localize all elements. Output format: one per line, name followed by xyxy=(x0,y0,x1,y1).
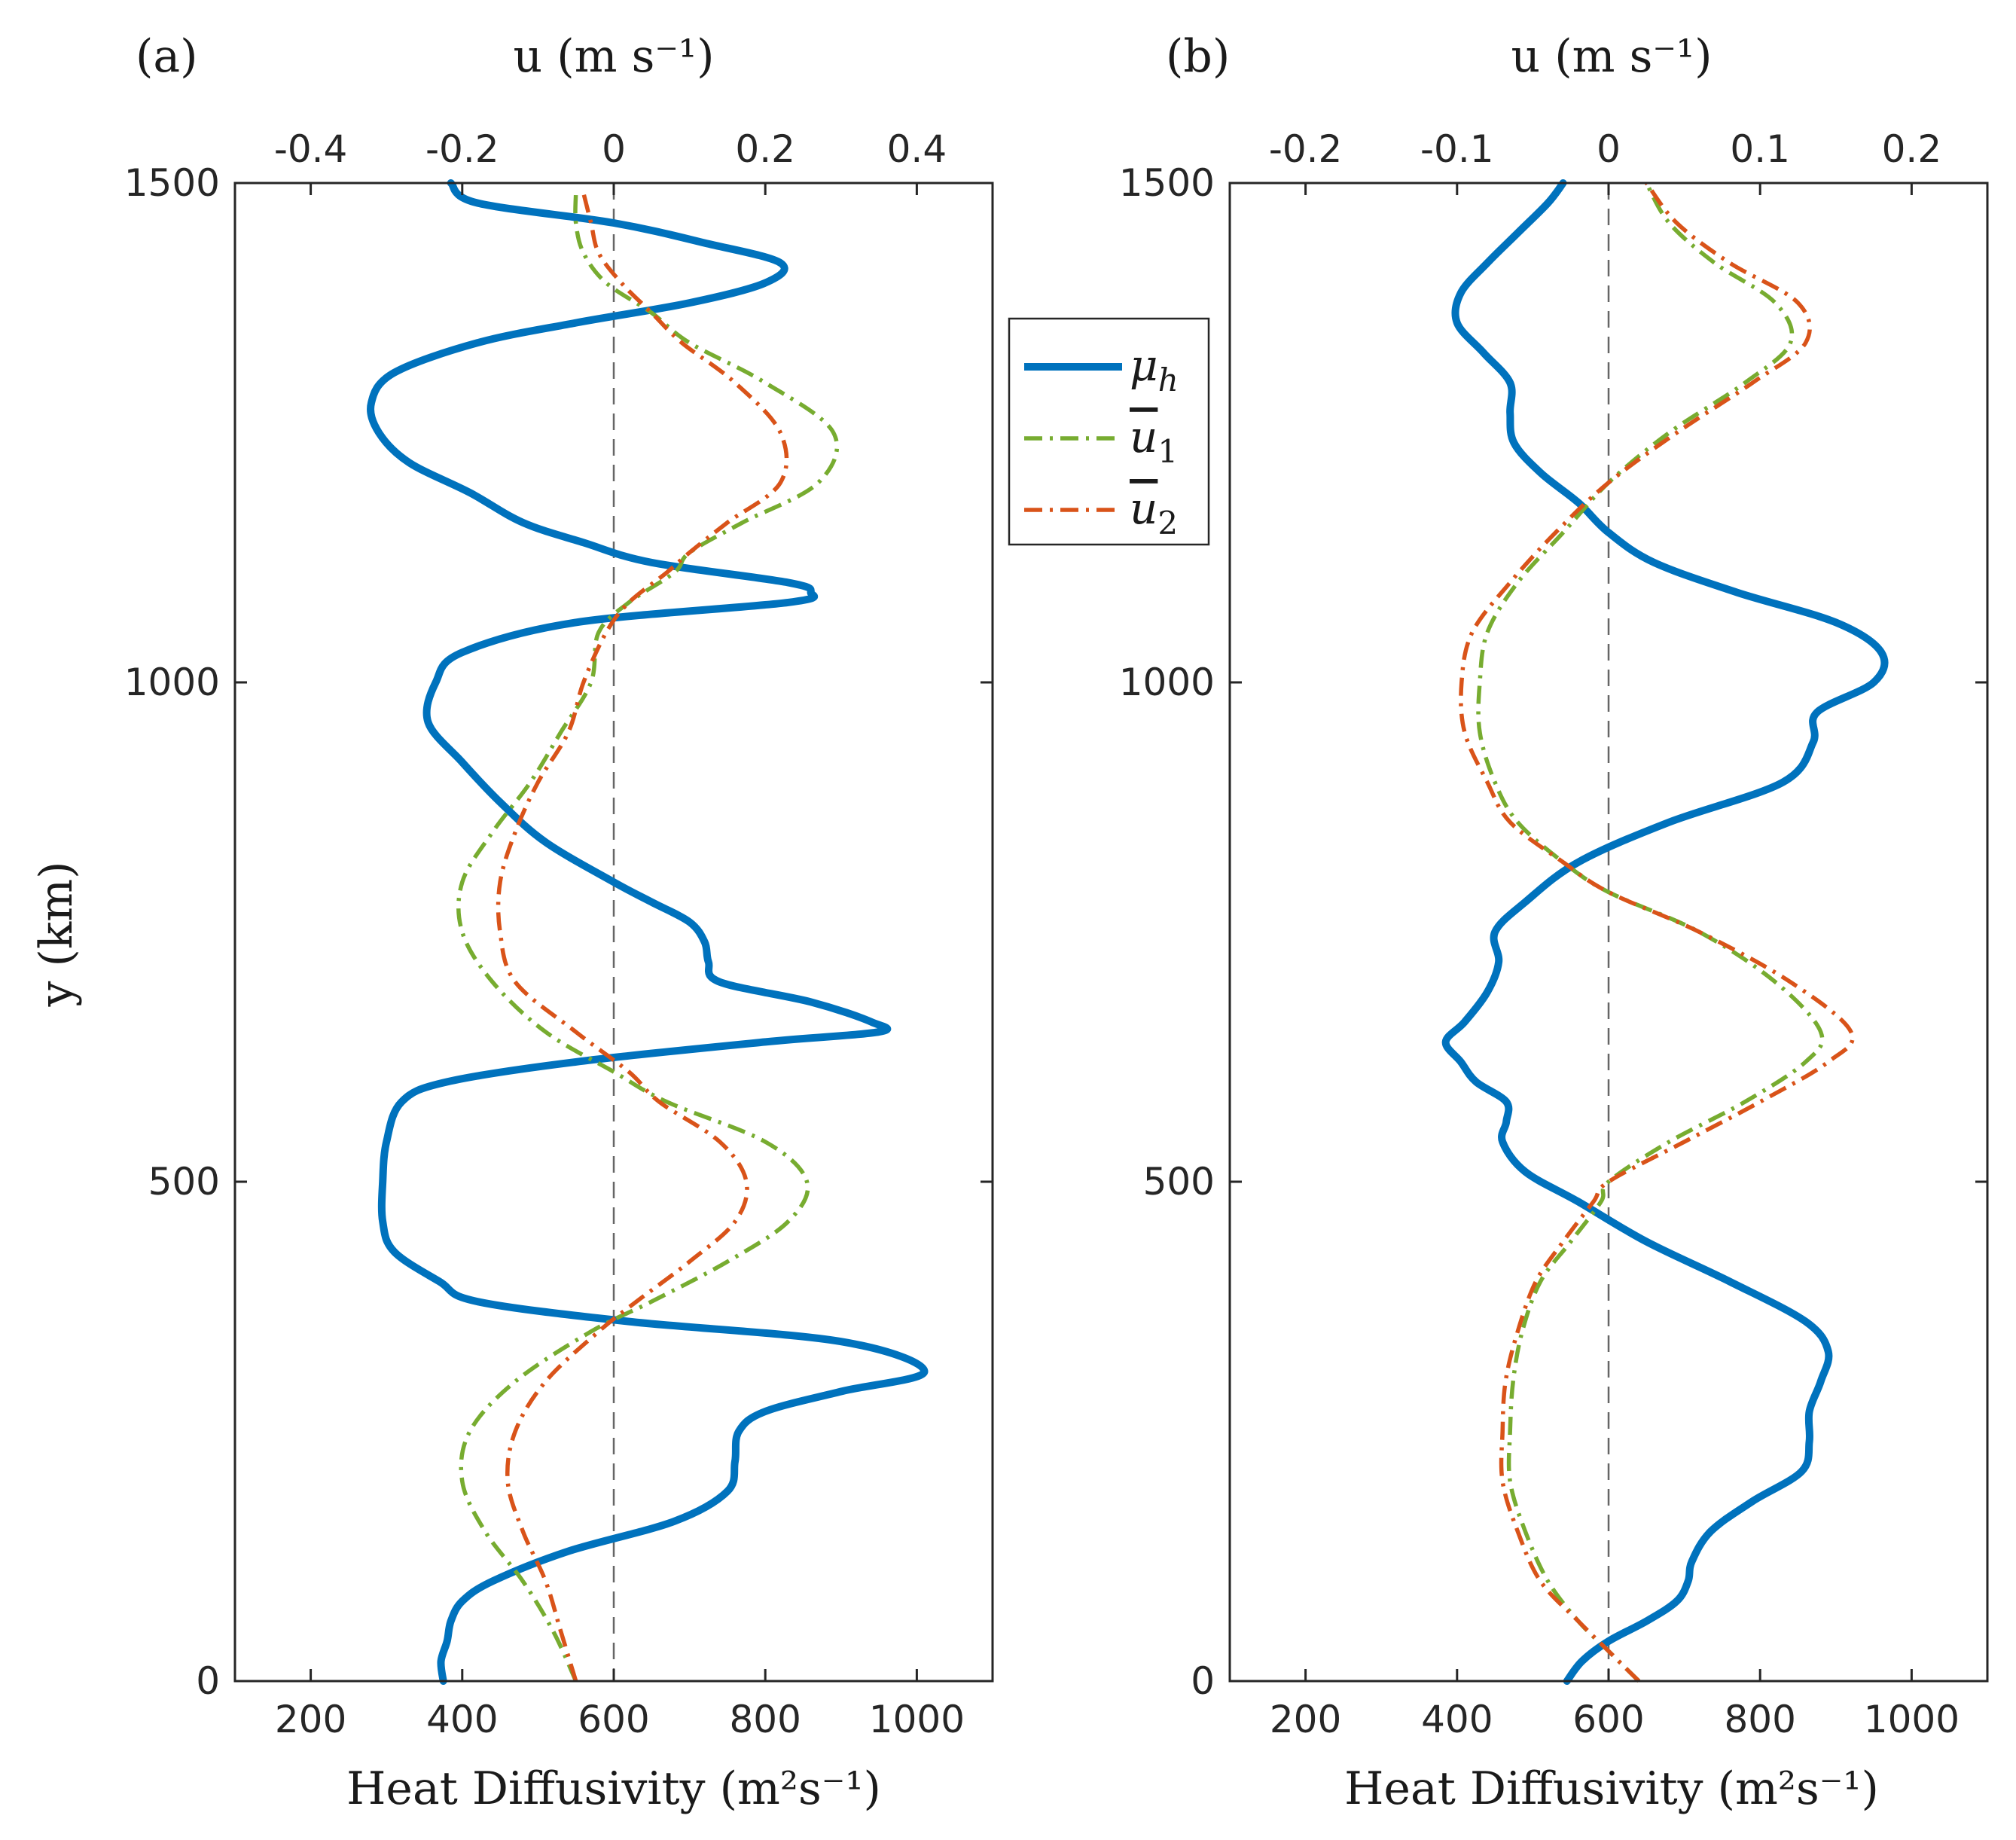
panel-b-xtick-top-label: -0.2 xyxy=(1269,127,1343,171)
legend-label-mu_h: μh xyxy=(1130,340,1179,398)
panel-a-ytick-label: 1000 xyxy=(124,661,220,704)
panel-b-bottom-axis-label: Heat Diffusivity (m²s⁻¹) xyxy=(1344,1762,1879,1815)
legend-label-base: μ xyxy=(1130,340,1158,391)
legend-label-subscript: h xyxy=(1158,362,1179,398)
panel-b-ytick-label: 1500 xyxy=(1119,161,1215,205)
panel-a-xtick-bottom-label: 200 xyxy=(275,1698,346,1741)
panel-b-xtick-top-label: -0.1 xyxy=(1420,127,1494,171)
panel-b-ytick-label: 500 xyxy=(1143,1160,1215,1204)
panel-b-ytick-label: 0 xyxy=(1191,1659,1215,1703)
panel-a-ytick-label: 0 xyxy=(196,1659,220,1703)
legend-label-base: u xyxy=(1130,483,1157,534)
legend-label-base: u xyxy=(1130,411,1157,462)
panel-b-xtick-bottom-label: 600 xyxy=(1572,1698,1644,1741)
panel-b-series-mu-h-line xyxy=(1441,179,1889,1685)
panel-b: (b) u (m s⁻¹) Heat Diffusivity (m²s⁻¹) 0… xyxy=(1119,30,1989,1815)
panel-a-ytick-label: 500 xyxy=(148,1160,220,1204)
legend-label-u2: u2 xyxy=(1130,483,1178,542)
panel-a-xtick-top-label: -0.4 xyxy=(274,127,348,171)
panel-b-plot-area: 0 500 1000 1500 200 400 600 800 1000 -0.2 -0.1 0 0.1… xyxy=(1119,127,1989,1741)
panel-b-xtick-bottom-label: 400 xyxy=(1421,1698,1493,1741)
panel-a-xtick-bottom-label: 800 xyxy=(729,1698,801,1741)
panel-b-xtick-top-label: 0.1 xyxy=(1730,127,1790,171)
panel-b-xtick-top-label: 0.2 xyxy=(1882,127,1942,171)
panel-a-plot-area: 0 500 1000 1500 200 400 600 800 1000 -0.4 -0.2 0 0.2… xyxy=(124,127,994,1741)
panel-a-bottom-axis-label: Heat Diffusivity (m²s⁻¹) xyxy=(346,1762,881,1815)
panel-b-xtick-top-label: 0 xyxy=(1597,127,1621,171)
panel-a-xtick-bottom-label: 1000 xyxy=(869,1698,965,1741)
panel-a-y-axis-label: y (km) xyxy=(30,861,83,1007)
panel-a-label: (a) xyxy=(136,30,198,83)
legend-label-subscript: 1 xyxy=(1157,433,1178,470)
panel-b-series-u2-line xyxy=(1459,182,1855,1683)
panel-b-series-u1-line xyxy=(1476,182,1825,1683)
panel-b-xtick-bottom-label: 200 xyxy=(1270,1698,1341,1741)
panel-a-xtick-bottom-label: 600 xyxy=(578,1698,649,1741)
panel-a-xtick-bottom-label: 400 xyxy=(426,1698,498,1741)
panel-a-series-u1-line xyxy=(456,193,839,1683)
legend-box xyxy=(1008,317,1210,546)
panel-b-label: (b) xyxy=(1166,30,1230,83)
panel-a: (a) u (m s⁻¹) Heat Diffusivity (m²s⁻¹) y… xyxy=(30,30,994,1815)
panel-a-xtick-top-label: 0.4 xyxy=(887,127,947,171)
panel-b-ytick-label: 1000 xyxy=(1119,661,1215,704)
legend-label-subscript: 2 xyxy=(1157,505,1178,542)
panel-a-series-mu-h-line xyxy=(367,179,929,1685)
panel-b-xtick-bottom-label: 1000 xyxy=(1864,1698,1960,1741)
panel-a-xtick-top-label: 0 xyxy=(602,127,626,171)
legend-label-u1: u1 xyxy=(1130,411,1178,470)
panel-a-xtick-top-label: -0.2 xyxy=(425,127,499,171)
panel-b-xtick-bottom-label: 800 xyxy=(1724,1698,1795,1741)
panel-a-top-axis-label: u (m s⁻¹) xyxy=(513,30,714,83)
panel-b-top-axis-label: u (m s⁻¹) xyxy=(1511,30,1712,83)
panel-a-xtick-top-label: 0.2 xyxy=(735,127,795,171)
panel-a-ytick-label: 1500 xyxy=(124,161,220,205)
